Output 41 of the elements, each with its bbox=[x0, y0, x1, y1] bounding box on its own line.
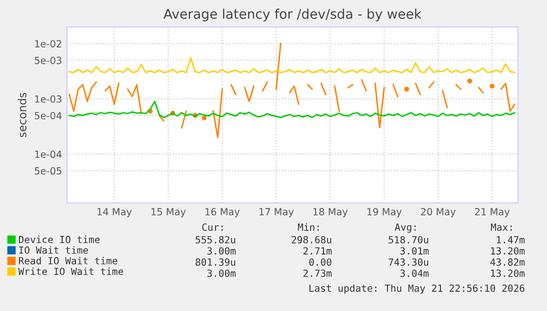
y-tick-label: 5e-04 bbox=[34, 112, 62, 120]
text: 13.20m bbox=[491, 247, 525, 255]
text: 2.73m bbox=[303, 270, 332, 277]
text: 801.39u bbox=[196, 258, 236, 266]
text: 555.82u bbox=[196, 236, 236, 244]
legend-label: Write IO Wait time bbox=[18, 268, 124, 276]
text: 518.70u bbox=[388, 236, 428, 244]
text: 3.01m bbox=[400, 247, 429, 255]
text: 3.00m bbox=[207, 247, 236, 255]
x-tick-label: 16 May bbox=[205, 208, 240, 218]
text: 0.00 bbox=[309, 258, 332, 266]
text: Max: bbox=[490, 224, 512, 231]
legend-label: Read IO Wait time bbox=[18, 256, 118, 264]
text: Min: bbox=[298, 223, 319, 231]
y-tick-label: 1e-02 bbox=[35, 40, 62, 48]
text: Last update: Thu May 21 22:56:10 2026 bbox=[309, 284, 524, 294]
text: 3.04m bbox=[400, 270, 429, 277]
text: 13.20m bbox=[491, 270, 525, 277]
x-tick-label: 15 May bbox=[152, 208, 186, 218]
x-tick-label: 14 May bbox=[98, 208, 132, 218]
y-tick-label: 5e-05 bbox=[34, 167, 62, 175]
text: 298.68u bbox=[292, 236, 332, 244]
text: Avg: bbox=[394, 224, 416, 233]
x-tick-label: 19 May bbox=[367, 208, 402, 218]
chart-title: Average latency for /dev/sda - by week bbox=[164, 8, 422, 22]
y-tick-label: 1e-03 bbox=[35, 95, 62, 103]
text: 3.00m bbox=[207, 270, 236, 277]
x-tick-label: 18 May bbox=[313, 208, 348, 218]
x-tick-label: 17 May bbox=[259, 208, 294, 218]
text: 43.82m bbox=[490, 258, 525, 266]
text: 1.47m bbox=[496, 236, 525, 244]
legend-label: IO Wait time bbox=[19, 246, 88, 254]
y-tick-label: 1e-04 bbox=[35, 150, 62, 158]
y-tick-label: 5e-03 bbox=[34, 56, 62, 64]
text: 743.30u bbox=[388, 258, 428, 266]
y-axis-title: seconds bbox=[18, 92, 26, 138]
x-tick-label: 20 May bbox=[421, 208, 456, 218]
legend-label: Device IO time bbox=[18, 236, 100, 244]
text: Cur: bbox=[202, 223, 223, 231]
x-tick-label: 21 May bbox=[475, 208, 510, 218]
text: 2.71m bbox=[303, 247, 332, 254]
